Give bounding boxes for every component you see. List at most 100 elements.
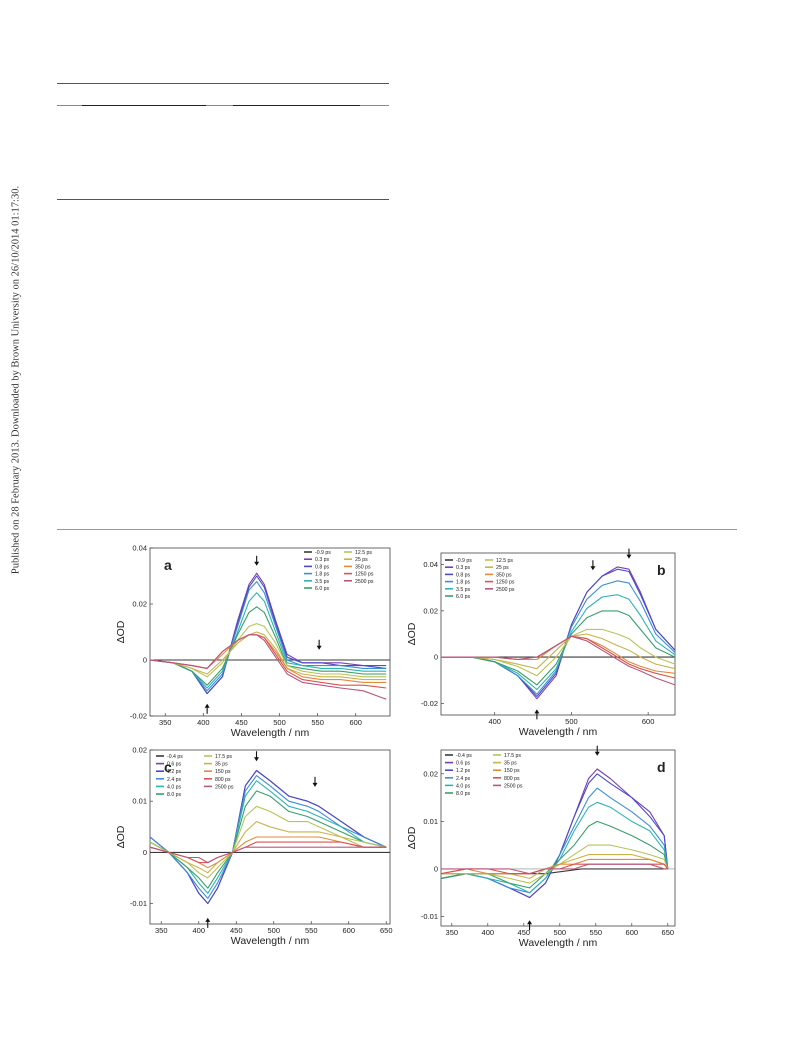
panel-d-ytick-label: 0.01 [423,817,438,826]
table-group-rule-right [233,105,360,106]
panel-c-xtick-label: 350 [155,926,168,935]
panel-c-ytick-label: 0.02 [132,746,147,755]
panel-b-legend-label: 25 ps [496,565,509,571]
panel-a-series-line [149,631,387,681]
panel-b-legend-label: 1250 ps [496,580,515,586]
panel-a-series-line [149,623,387,678]
panel-c-legend-label: 800 ps [215,777,231,783]
panel-c-letter: c [164,759,172,775]
panel-b-series-line [441,633,676,670]
panel-d-arrow-head [594,751,600,756]
panel-a-xtick-label: 400 [197,718,210,727]
panel-a-legend-label: 25 ps [355,557,368,563]
panel-d-plot-frame [440,749,676,927]
panel-a-series-line [149,634,387,700]
panel-a-chart: 350 400 450 500 550 600 -0.02 0 0.02 0.04 Waveleng… [115,544,391,739]
panel-d-arrow-head [527,920,533,925]
panel-b-ytick-label: 0.02 [423,606,438,615]
panel-b-arrow-head [590,566,596,571]
panel-a-ytick-label: 0.04 [132,544,147,553]
panel-a-arrow-head [254,561,260,566]
panel-c-series-line [149,821,387,874]
panel-a-series-line [149,575,387,695]
panel-c-legend-label: 150 ps [215,769,231,775]
panel-c-legend-label: 2.4 ps [167,777,182,783]
panel-a-legend-label: 350 ps [355,564,371,570]
panel-a-xtick-label: 450 [235,718,248,727]
panel-c-ylabel: ΔOD [115,825,127,848]
panel-d-legend-label: 35 ps [504,761,517,767]
panel-c-series-line [149,841,387,864]
panel-c-legend-label: 0.6 ps [167,762,182,768]
panel-c-legend-label: 8.0 ps [167,792,182,798]
panel-d-legend-label: 800 ps [504,776,520,782]
panel-b-legend-label: 6.0 ps [456,594,471,600]
panel-b-xtick-label: 500 [565,717,578,726]
panel-c-series-line [149,790,387,889]
panel-c-xtick-label: 450 [230,926,243,935]
panel-b-ytick-label: 0.04 [423,560,438,569]
panel-c-legend-label: 4.0 ps [167,784,182,790]
panel-a-legend-label: 6.0 ps [315,586,330,592]
panel-b-series-line [441,635,676,686]
panel-b-xtick-label: 600 [642,717,655,726]
panel-a-xtick-label: 350 [159,718,172,727]
figure-panel-b: 400 500 600 -0.02 0 0.02 0.04 Wavelength / nm ΔO… [395,545,681,740]
panel-a-legend-label: 0.3 ps [315,557,330,563]
panel-b-arrow-head [534,709,540,714]
table-bottom-rule [57,199,389,200]
panel-c-legend-label: 35 ps [215,762,228,768]
panel-b-letter: b [657,562,666,578]
panel-d-series-line [441,844,669,884]
panel-b-xtick-label: 400 [488,717,501,726]
panel-c-legend-label: -0.4 ps [167,754,183,760]
panel-b-series-line [441,610,676,686]
panel-a-xtick-label: 550 [311,718,324,727]
panel-d-legend-label: 8.0 ps [456,791,471,797]
panel-a-xtick-label: 600 [349,718,362,727]
panel-a-series-line [149,606,387,686]
panel-d-xtick-label: 450 [518,928,531,937]
panel-b-ytick-label: -0.02 [421,699,438,708]
panel-d-xlabel: Wavelength / nm [519,937,598,949]
panel-d-series-line [440,801,669,894]
panel-d-legend-label: 2.4 ps [456,776,471,782]
panel-d-legend-label: 1.2 ps [456,768,471,774]
panel-d-letter: d [657,759,666,775]
panel-d-legend-label: -0.4 ps [456,753,472,759]
panel-d-legend-label: 150 ps [504,768,520,774]
panel-b-legend-label: 12.5 ps [496,558,513,564]
panel-c-xtick-label: 400 [192,926,205,935]
panel-c-xlabel: Wavelength / nm [231,935,310,947]
panel-a-ytick-label: -0.02 [130,712,147,721]
panel-c-series-line [149,846,387,864]
margin-download-note: Published on 28 February 2013. Downloade… [10,185,22,575]
panel-a-legend-label: 3.5 ps [315,579,330,585]
panel-c-arrow-head [205,917,211,922]
panel-c-ytick-label: 0 [143,848,147,857]
figure-panel-d: 350 400 450 500 550 600 650 -0.01 0 0.01 0.02 Wavel… [395,740,681,950]
panel-b-legend-label: 0.8 ps [456,572,471,578]
panel-c-xtick-label: 500 [267,926,280,935]
panel-a-legend-label: -0.9 ps [315,550,331,556]
panel-c-series-line [149,775,387,899]
panel-c-ytick-label: 0.01 [132,797,147,806]
panel-d-legend-label: 4.0 ps [456,783,471,789]
panel-d-series-line [440,820,669,889]
panel-b-legend-label: 0.3 ps [456,565,471,571]
panel-d-chart: 350 400 450 500 550 600 650 -0.01 0 0.01 0.02 Wavel… [406,745,676,949]
panel-a-xtick-label: 500 [273,718,286,727]
panel-d-xtick-label: 500 [554,928,567,937]
panel-b-legend-label: 350 ps [496,572,512,578]
panel-d-xtick-label: 650 [662,928,675,937]
panel-a-ytick-label: 0 [143,656,147,665]
panel-a-series-line [149,592,387,689]
panel-d-xtick-label: 600 [626,928,639,937]
panel-c-arrow-head [312,782,318,787]
panel-a-letter: a [164,557,172,573]
panel-c-series-line [149,780,387,894]
panel-b-chart: 400 500 600 -0.02 0 0.02 0.04 Wavelength / nm ΔO… [406,548,676,738]
column-separator-rule [57,529,737,530]
panel-a-legend-label: 0.8 ps [315,564,330,570]
panel-b-xlabel: Wavelength / nm [519,726,598,738]
